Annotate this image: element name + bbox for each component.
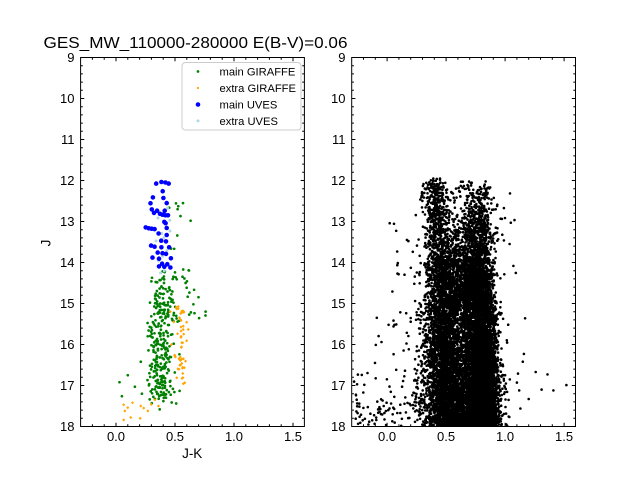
svg-text:0.5: 0.5 <box>166 429 184 444</box>
svg-text:10: 10 <box>331 91 345 106</box>
svg-text:12: 12 <box>331 173 345 188</box>
svg-text:15: 15 <box>331 296 345 311</box>
svg-text:17: 17 <box>60 378 74 393</box>
svg-text:1.5: 1.5 <box>284 429 302 444</box>
svg-text:18: 18 <box>60 419 74 434</box>
svg-text:1.0: 1.0 <box>225 429 243 444</box>
svg-text:15: 15 <box>60 296 74 311</box>
svg-text:0.5: 0.5 <box>437 429 455 444</box>
svg-text:9: 9 <box>338 50 345 65</box>
svg-text:0.0: 0.0 <box>378 429 396 444</box>
svg-text:main GIRAFFE: main GIRAFFE <box>220 67 296 79</box>
svg-text:16: 16 <box>331 337 345 352</box>
svg-text:12: 12 <box>60 173 74 188</box>
svg-text:extra UVES: extra UVES <box>220 116 278 128</box>
svg-text:1.5: 1.5 <box>555 429 573 444</box>
svg-text:main UVES: main UVES <box>220 100 278 112</box>
svg-text:10: 10 <box>60 91 74 106</box>
svg-text:17: 17 <box>331 378 345 393</box>
svg-text:16: 16 <box>60 337 74 352</box>
svg-text:11: 11 <box>61 132 75 147</box>
svg-text:J: J <box>39 240 54 247</box>
svg-text:9: 9 <box>67 50 74 65</box>
svg-text:14: 14 <box>60 255 74 270</box>
svg-text:0.0: 0.0 <box>107 429 125 444</box>
svg-text:13: 13 <box>60 214 74 229</box>
svg-text:13: 13 <box>331 214 345 229</box>
svg-text:extra GIRAFFE: extra GIRAFFE <box>220 83 296 95</box>
svg-text:11: 11 <box>332 132 346 147</box>
svg-text:1.0: 1.0 <box>496 429 514 444</box>
svg-text:GES_MW_110000-280000 E(B-V)=0.: GES_MW_110000-280000 E(B-V)=0.06 <box>44 35 348 52</box>
svg-text:J-K: J-K <box>182 446 202 461</box>
svg-text:14: 14 <box>331 255 345 270</box>
svg-text:18: 18 <box>331 419 345 434</box>
